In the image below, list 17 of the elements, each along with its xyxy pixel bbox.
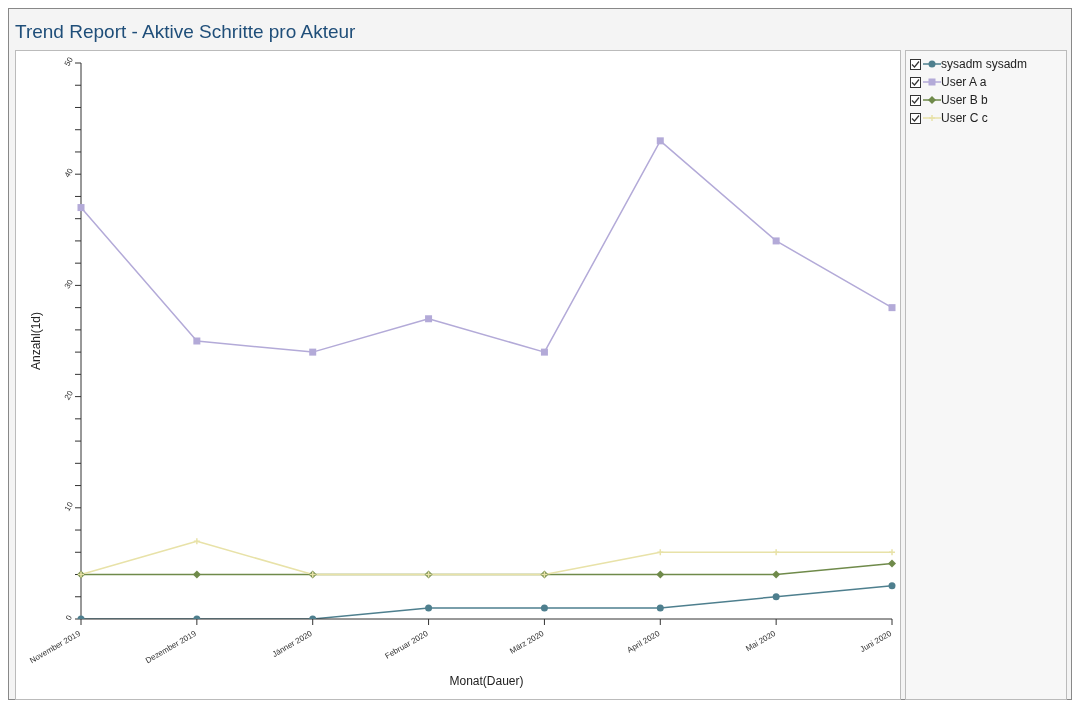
x-tick-label: April 2020 bbox=[625, 628, 662, 655]
legend-label: User B b bbox=[941, 93, 988, 107]
x-tick-label: Juni 2020 bbox=[858, 628, 894, 655]
legend-label: User C c bbox=[941, 111, 988, 125]
y-tick-label: 10 bbox=[62, 499, 76, 513]
x-axis-title: Monat(Dauer) bbox=[449, 674, 524, 688]
legend-label: User A a bbox=[941, 75, 987, 89]
y-tick-label: 50 bbox=[62, 55, 76, 68]
x-tick-label: März 2020 bbox=[508, 628, 546, 656]
y-tick-label: 20 bbox=[62, 388, 76, 402]
chart-title: Trend Report - Aktive Schritte pro Akteur bbox=[15, 21, 356, 43]
y-tick-label: 40 bbox=[62, 166, 76, 180]
y-axis-title: Anzahl(1d) bbox=[29, 311, 44, 371]
y-tick-label: 0 bbox=[63, 613, 75, 622]
y-tick-label: 30 bbox=[62, 277, 76, 291]
x-tick-label: Mai 2020 bbox=[744, 628, 778, 654]
legend-label: sysadm sysadm bbox=[941, 57, 1028, 71]
